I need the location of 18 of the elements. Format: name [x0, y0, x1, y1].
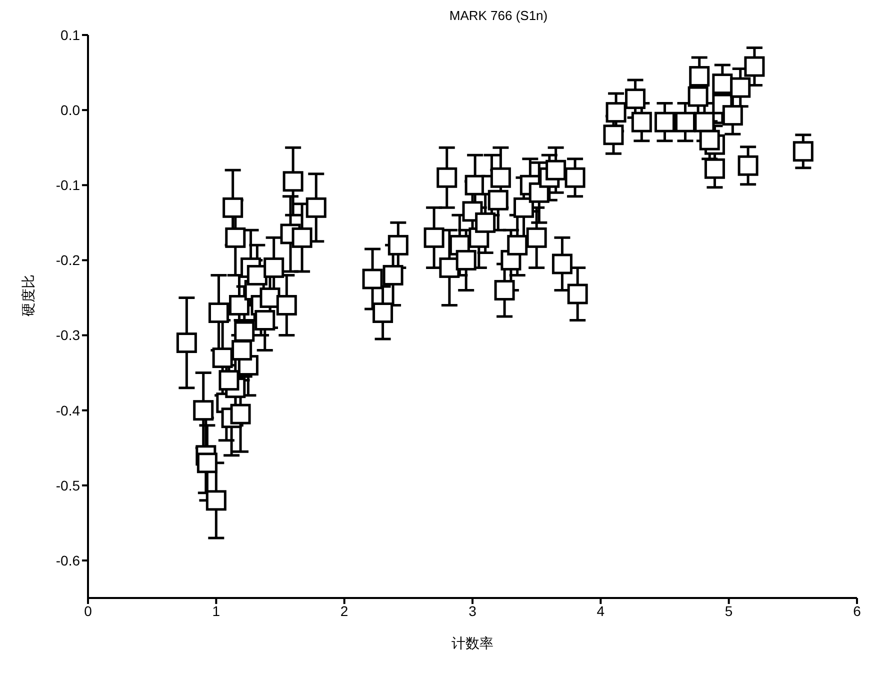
x-tick-label: 0 [84, 602, 92, 619]
x-tick-label: 5 [724, 602, 733, 619]
chart-title: MARK 766 (S1n) [448, 8, 549, 23]
x-tick-label: 1 [212, 602, 220, 619]
y-tick-label: -0.4 [56, 402, 80, 418]
y-tick-label: -0.6 [56, 552, 80, 568]
x-tick-label: 4 [596, 602, 605, 619]
x-axis-title: 计数率 [452, 635, 494, 651]
y-tick-label: -0.5 [56, 477, 80, 494]
y-tick-label: -0.2 [56, 252, 80, 268]
x-tick-label: 6 [853, 602, 862, 619]
y-axis-title: 硬度比 [20, 274, 36, 316]
y-tick-label: 0.1 [60, 26, 80, 43]
x-tick-label: 2 [340, 602, 348, 619]
y-tick-label: 0.0 [60, 102, 80, 118]
y-tick-label: -0.1 [56, 177, 80, 194]
y-tick-label: -0.3 [56, 327, 80, 344]
x-tick-label: 3 [468, 602, 477, 619]
